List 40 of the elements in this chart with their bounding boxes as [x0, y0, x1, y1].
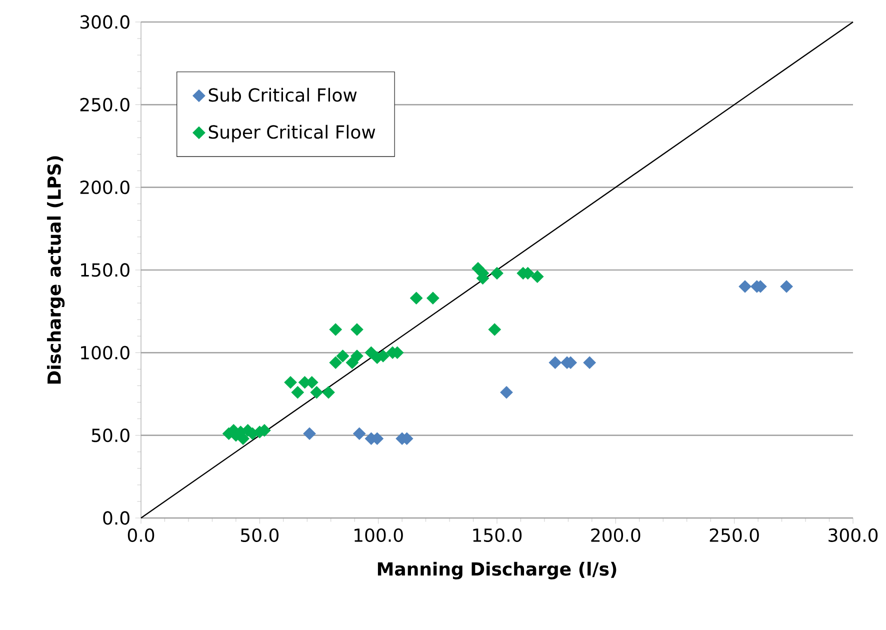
x-axis-title: Manning Discharge (l/s)	[378, 562, 616, 580]
point	[346, 356, 359, 369]
point	[336, 350, 350, 362]
x-tick-label: 250.0	[710, 528, 759, 542]
y-tick-label: 200.0	[80, 180, 130, 194]
x-tick-label: 100.0	[354, 528, 403, 542]
point	[329, 323, 342, 336]
point	[350, 350, 364, 362]
y-tick-label: 300.0	[80, 15, 130, 29]
point	[426, 292, 440, 304]
point	[322, 386, 335, 399]
x-tick-label: 300.0	[828, 528, 878, 542]
x-tick-label: 150.0	[473, 528, 522, 542]
point	[780, 280, 793, 293]
y-tick-label: 50.0	[92, 428, 130, 442]
legend-label: Super Critical Flow	[208, 124, 376, 142]
point	[291, 386, 304, 399]
point	[738, 280, 752, 293]
point	[500, 386, 513, 399]
legend-label: Sub Critical Flow	[208, 88, 357, 102]
point	[488, 323, 501, 336]
point	[583, 356, 596, 369]
y-tick-label: 100.0	[81, 346, 130, 360]
point	[353, 427, 366, 440]
point	[531, 270, 544, 283]
y-tick-label: 0.0	[103, 511, 130, 525]
point	[410, 292, 423, 304]
point	[284, 376, 297, 389]
point	[350, 323, 364, 336]
x-tick-label: 200.0	[591, 528, 640, 542]
point	[490, 267, 504, 280]
point	[329, 356, 342, 369]
point	[303, 427, 316, 440]
y-tick-label: 150.0	[81, 263, 130, 277]
x-tick-label: 0.0	[128, 528, 154, 542]
y-tick-label: 250.0	[80, 98, 130, 112]
x-tick-label: 50.0	[241, 528, 279, 542]
point	[548, 356, 562, 369]
y-axis-title: Discharge actual (LPS)	[47, 156, 65, 384]
point	[310, 386, 323, 399]
